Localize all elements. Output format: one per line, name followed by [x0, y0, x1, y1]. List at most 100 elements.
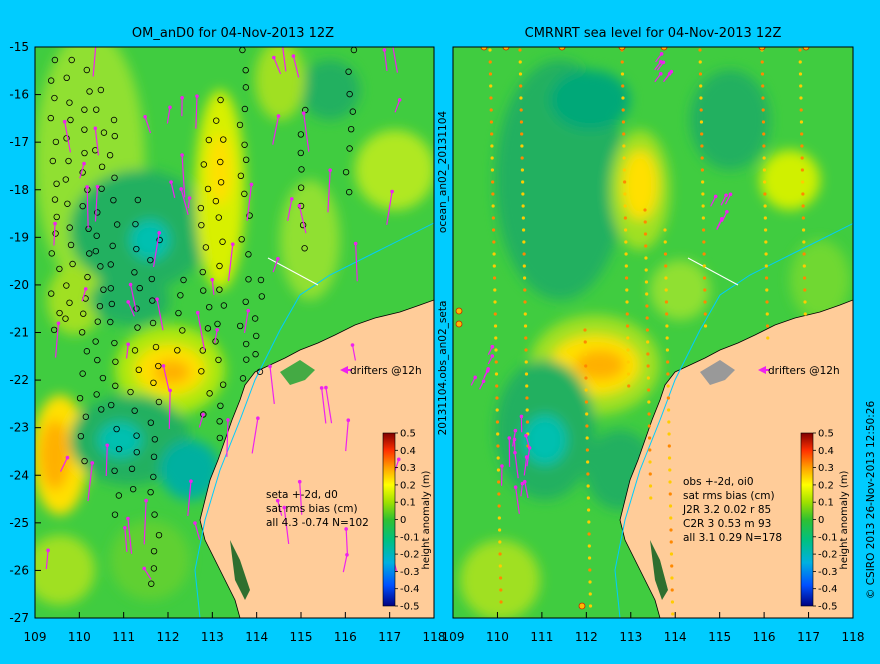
track-dot — [495, 396, 498, 399]
track-dot — [489, 72, 492, 75]
track-dot — [698, 48, 701, 51]
drifter-arrow-head — [53, 222, 57, 226]
drifter-arrow-head — [256, 416, 260, 420]
colorbar-tick-label: 0.4 — [400, 446, 416, 457]
track-dot — [763, 192, 766, 195]
drifter-arrow-head — [720, 218, 724, 222]
colorbar-tick-label: 0.2 — [400, 480, 416, 491]
track-dot — [526, 420, 529, 423]
track-dot — [799, 72, 802, 75]
track-dot — [496, 408, 499, 411]
drifter-arrow-head — [514, 429, 518, 433]
track-dot — [648, 424, 651, 427]
track-dot — [622, 132, 625, 135]
track-dot — [803, 276, 806, 279]
side-label-upper: ocean_an02_20131104 — [437, 111, 449, 233]
drifter-arrow-head — [57, 321, 61, 325]
left-drifters-label: drifters @12h — [350, 365, 422, 377]
drifter-arrow-head — [662, 60, 666, 64]
track-dot — [623, 156, 626, 159]
track-dot — [624, 228, 627, 231]
track-dot — [765, 264, 768, 267]
drifter-arrow-head — [188, 196, 192, 200]
track-dot — [703, 300, 706, 303]
colorbar-tick-label: -0.5 — [818, 602, 838, 613]
drifter-arrow-head — [729, 192, 733, 196]
track-dot — [804, 312, 807, 315]
drifter-arrow-head — [129, 283, 133, 287]
drifter-arrow-head — [500, 464, 504, 468]
y-tick-label: -15 — [9, 40, 29, 54]
track-dot — [624, 240, 627, 243]
drifter-arrow-head — [523, 480, 527, 484]
track-dot — [624, 204, 627, 207]
x-tick-label: 109 — [24, 630, 47, 644]
track-dot — [644, 220, 647, 223]
drifter-arrow-head — [201, 413, 205, 417]
track-dot — [588, 556, 591, 559]
track-dot — [649, 472, 652, 475]
track-dot — [497, 468, 500, 471]
drifter-arrow-head — [196, 311, 200, 315]
track-dot — [648, 448, 651, 451]
drifter-arrow-head — [157, 231, 161, 235]
track-dot — [524, 312, 527, 315]
track-dot — [498, 552, 501, 555]
colorbar-tick-label: -0.2 — [400, 550, 420, 561]
track-dot — [494, 324, 497, 327]
drifter-arrow-head — [390, 190, 394, 194]
drifter-arrow-head — [486, 369, 490, 373]
drifter-arrow-head — [143, 115, 147, 119]
track-dot — [668, 456, 671, 459]
colorbar-tick-label: 0.1 — [818, 498, 834, 509]
track-dot — [497, 492, 500, 495]
track-dot — [700, 120, 703, 123]
track-dot — [646, 316, 649, 319]
track-dot — [644, 256, 647, 259]
track-dot — [799, 96, 802, 99]
drifter-arrow-head — [179, 187, 183, 191]
x-tick-label: 110 — [68, 630, 91, 644]
track-dot — [496, 444, 499, 447]
drifter-arrow-head — [491, 354, 495, 358]
track-dot — [627, 372, 630, 375]
track-dot — [626, 312, 629, 315]
track-dot — [762, 120, 765, 123]
drifter-arrow-head — [189, 479, 193, 483]
track-dot — [587, 496, 590, 499]
track-dot — [585, 388, 588, 391]
drifter-arrow-head — [491, 345, 495, 349]
track-dot — [764, 228, 767, 231]
track-dot — [667, 384, 670, 387]
y-tick-label: -25 — [9, 516, 29, 530]
track-dot — [584, 364, 587, 367]
track-dot — [584, 340, 587, 343]
drifter-arrow-head — [354, 242, 358, 246]
drifter-arrow-head — [351, 343, 355, 347]
drifter-arrow-head — [126, 342, 130, 346]
track-dot — [643, 208, 646, 211]
track-dot — [492, 216, 495, 219]
track-dot — [493, 300, 496, 303]
track-dot — [665, 288, 668, 291]
track-dot — [626, 348, 629, 351]
track-dot — [488, 48, 491, 51]
track-dot — [699, 84, 702, 87]
track-dot — [802, 252, 805, 255]
track-dot — [492, 204, 495, 207]
x-tick-label: 112 — [157, 630, 180, 644]
track-dot — [523, 288, 526, 291]
track-dot — [764, 204, 767, 207]
right-colorbar-label: height anomaly (m) — [839, 470, 850, 569]
drifter-arrow-head — [63, 120, 67, 124]
track-dot — [764, 240, 767, 243]
track-dot — [521, 192, 524, 195]
track-dot — [498, 540, 501, 543]
track-dot — [803, 288, 806, 291]
drifter-arrow-head — [96, 185, 100, 189]
track-dot — [801, 180, 804, 183]
drifter-arrow-head — [292, 54, 296, 58]
track-dot — [499, 600, 502, 603]
track-dot — [648, 460, 651, 463]
